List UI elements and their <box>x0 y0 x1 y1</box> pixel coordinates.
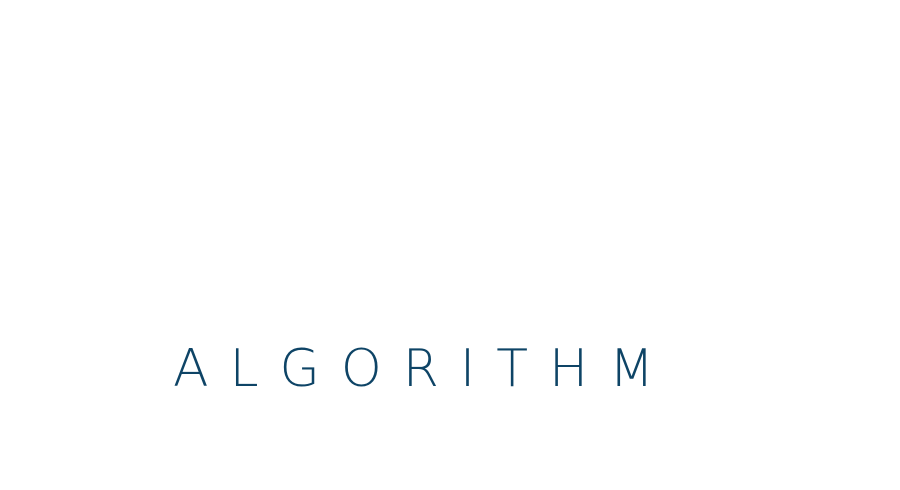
brand-wordmark: ALGORITHM <box>173 339 675 399</box>
